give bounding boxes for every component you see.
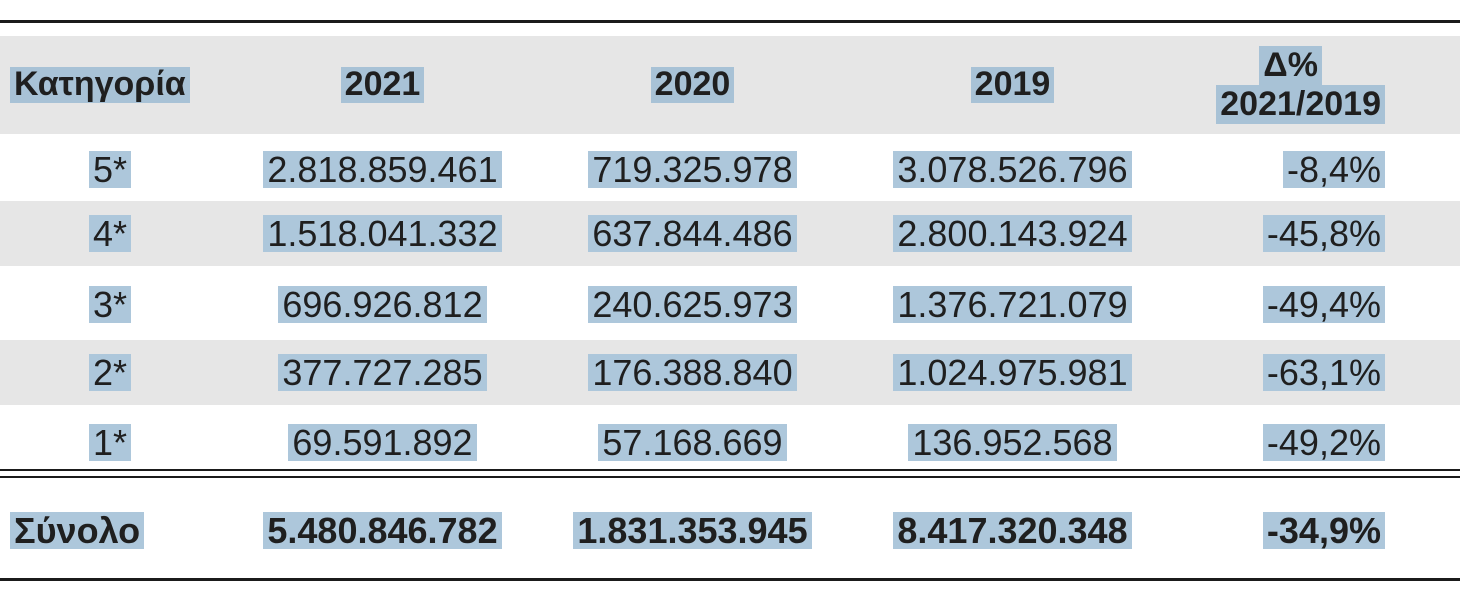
- cell-2020: 637.844.486: [555, 201, 830, 266]
- cell-category: 5*: [60, 137, 160, 202]
- cell-2020: 176.388.840: [555, 340, 830, 405]
- cell-2020: 240.625.973: [555, 272, 830, 337]
- cell-2021: 377.727.285: [240, 340, 525, 405]
- header-category-label: Κατηγορία: [10, 66, 190, 103]
- cell-total-delta: -34,9%: [1185, 498, 1385, 563]
- value-2020: 719.325.978: [588, 150, 797, 189]
- cell-2021: 1.518.041.332: [240, 201, 525, 266]
- cell-2020: 719.325.978: [555, 137, 830, 202]
- value-2021: 696.926.812: [278, 285, 487, 324]
- cell-total-2020: 1.831.353.945: [555, 498, 830, 563]
- table-total-row: Σύνολο 5.480.846.782 1.831.353.945 8.417…: [0, 498, 1460, 563]
- total-label: Σύνολο: [10, 511, 145, 550]
- value-2021: 377.727.285: [278, 353, 487, 392]
- value-delta: -49,4%: [1262, 285, 1385, 324]
- value-2021: 1.518.041.332: [263, 214, 502, 253]
- header-2021-label: 2021: [340, 66, 425, 103]
- table-header-row: Κατηγορία 2021 2020 2019 Δ% 2021/2019: [0, 36, 1460, 134]
- category-value: 1*: [88, 423, 132, 462]
- total-2019: 8.417.320.348: [893, 511, 1132, 550]
- value-2020: 57.168.669: [598, 423, 787, 462]
- value-2021: 2.818.859.461: [263, 150, 502, 189]
- header-cell-delta: Δ% 2021/2019: [1185, 36, 1385, 134]
- category-value: 5*: [88, 150, 132, 189]
- cell-delta: -8,4%: [1185, 137, 1385, 202]
- table-row: 1* 69.591.892 57.168.669 136.952.568 -49…: [0, 410, 1460, 475]
- table-row: 2* 377.727.285 176.388.840 1.024.975.981…: [0, 340, 1460, 405]
- value-2019: 136.952.568: [908, 423, 1117, 462]
- total-delta: -34,9%: [1262, 511, 1385, 550]
- total-2021: 5.480.846.782: [263, 511, 502, 550]
- header-2019-label: 2019: [970, 66, 1055, 103]
- value-2020: 240.625.973: [588, 285, 797, 324]
- header-cell-category: Κατηγορία: [10, 36, 210, 134]
- table-row: 4* 1.518.041.332 637.844.486 2.800.143.9…: [0, 201, 1460, 266]
- cell-delta: -45,8%: [1185, 201, 1385, 266]
- header-cell-2020: 2020: [555, 36, 830, 134]
- cell-delta: -49,2%: [1185, 410, 1385, 475]
- value-delta: -8,4%: [1282, 150, 1385, 189]
- cell-category: 1*: [60, 410, 160, 475]
- header-cell-2021: 2021: [240, 36, 525, 134]
- total-separator-rule: [0, 476, 1460, 478]
- value-2019: 1.376.721.079: [893, 285, 1132, 324]
- cell-2019: 3.078.526.796: [870, 137, 1155, 202]
- cell-2019: 1.024.975.981: [870, 340, 1155, 405]
- cell-2020: 57.168.669: [555, 410, 830, 475]
- cell-delta: -63,1%: [1185, 340, 1385, 405]
- cell-delta: -49,4%: [1185, 272, 1385, 337]
- value-delta: -63,1%: [1262, 353, 1385, 392]
- header-2020-label: 2020: [650, 66, 735, 103]
- cell-2019: 1.376.721.079: [870, 272, 1155, 337]
- cell-total-2019: 8.417.320.348: [870, 498, 1155, 563]
- header-cell-2019: 2019: [870, 36, 1155, 134]
- cell-2021: 696.926.812: [240, 272, 525, 337]
- total-separator-rule: [0, 469, 1460, 471]
- category-value: 2*: [88, 353, 132, 392]
- value-delta: -49,2%: [1262, 423, 1385, 462]
- cell-category: 2*: [60, 340, 160, 405]
- table-top-rule: [0, 20, 1460, 23]
- value-2020: 176.388.840: [588, 353, 797, 392]
- cell-2019: 2.800.143.924: [870, 201, 1155, 266]
- value-2019: 1.024.975.981: [893, 353, 1132, 392]
- table-row: 3* 696.926.812 240.625.973 1.376.721.079…: [0, 272, 1460, 337]
- table-bottom-rule: [0, 578, 1460, 581]
- delta-header: Δ% 2021/2019: [1216, 46, 1385, 124]
- cell-total-2021: 5.480.846.782: [240, 498, 525, 563]
- category-value: 4*: [88, 214, 132, 253]
- cell-2019: 136.952.568: [870, 410, 1155, 475]
- cell-category: 3*: [60, 272, 160, 337]
- cell-2021: 2.818.859.461: [240, 137, 525, 202]
- cell-category: 4*: [60, 201, 160, 266]
- cell-total-label: Σύνολο: [10, 498, 210, 563]
- total-2020: 1.831.353.945: [573, 511, 812, 550]
- category-value: 3*: [88, 285, 132, 324]
- cell-2021: 69.591.892: [240, 410, 525, 475]
- value-2019: 2.800.143.924: [893, 214, 1132, 253]
- value-2021: 69.591.892: [288, 423, 477, 462]
- table-row: 5* 2.818.859.461 719.325.978 3.078.526.7…: [0, 137, 1460, 202]
- value-2019: 3.078.526.796: [893, 150, 1132, 189]
- delta-header-period: 2021/2019: [1216, 85, 1385, 124]
- delta-header-symbol: Δ%: [1259, 46, 1322, 85]
- value-2020: 637.844.486: [588, 214, 797, 253]
- value-delta: -45,8%: [1262, 214, 1385, 253]
